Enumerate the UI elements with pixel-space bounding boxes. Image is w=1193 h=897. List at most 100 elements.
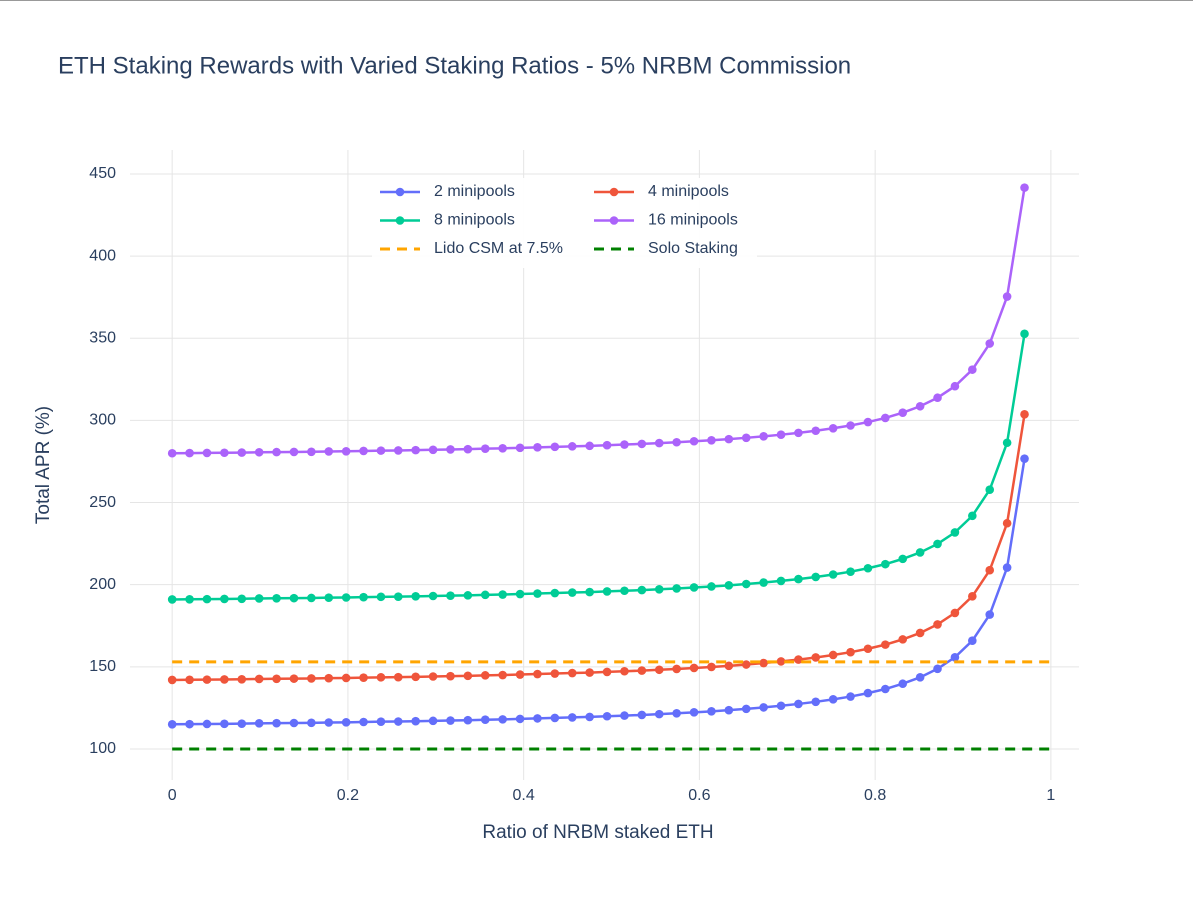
data-point xyxy=(933,539,942,549)
data-point xyxy=(707,662,716,672)
y-tick-label: 100 xyxy=(89,740,116,757)
data-point xyxy=(220,675,229,684)
data-point xyxy=(376,592,386,602)
y-tick-label: 450 xyxy=(89,165,116,182)
data-point xyxy=(307,674,316,683)
data-point xyxy=(167,675,177,685)
data-point xyxy=(272,674,281,684)
data-point xyxy=(968,592,977,601)
legend-label: 8 minipools xyxy=(434,212,515,229)
data-point xyxy=(1002,563,1012,572)
data-point xyxy=(863,644,873,654)
data-point xyxy=(672,437,681,447)
data-point xyxy=(376,446,386,455)
data-point xyxy=(185,675,194,685)
data-point xyxy=(1002,518,1012,528)
data-point xyxy=(289,718,299,728)
data-point xyxy=(915,401,925,411)
data-point xyxy=(376,673,386,682)
data-point xyxy=(307,718,316,728)
data-point xyxy=(359,592,368,602)
data-point xyxy=(759,432,768,441)
data-point xyxy=(341,718,351,727)
data-point xyxy=(811,572,821,582)
y-axis-title: Total APR (%) xyxy=(33,406,54,524)
data-point xyxy=(811,426,821,436)
data-point xyxy=(254,447,264,457)
data-point xyxy=(289,593,299,603)
data-point xyxy=(898,408,908,417)
data-point xyxy=(341,446,351,456)
data-point xyxy=(167,595,177,604)
data-point xyxy=(985,565,995,575)
data-point xyxy=(254,594,264,603)
data-point xyxy=(567,588,577,597)
data-point xyxy=(393,672,403,682)
data-point xyxy=(272,718,281,728)
data-point xyxy=(620,586,629,596)
data-point xyxy=(654,438,664,448)
data-point xyxy=(985,610,995,619)
data-point xyxy=(968,636,977,645)
data-point xyxy=(428,672,438,681)
data-point xyxy=(463,591,473,600)
data-point xyxy=(602,711,612,721)
data-point xyxy=(1020,329,1029,339)
data-point xyxy=(237,719,247,728)
data-point xyxy=(480,590,490,600)
data-point xyxy=(968,511,977,521)
data-point xyxy=(185,719,194,729)
data-point xyxy=(1002,292,1012,301)
data-point xyxy=(1020,410,1029,419)
data-point xyxy=(985,339,995,348)
data-point xyxy=(689,436,699,446)
data-point xyxy=(167,448,177,458)
data-point xyxy=(689,708,699,717)
data-point xyxy=(794,574,803,584)
data-point xyxy=(341,593,351,602)
data-point xyxy=(759,658,768,668)
data-point xyxy=(515,670,525,679)
data-point xyxy=(898,679,908,689)
data-point xyxy=(602,667,612,677)
x-tick-label: 0.6 xyxy=(688,787,710,804)
data-point xyxy=(828,570,838,579)
data-point xyxy=(846,567,855,576)
data-point xyxy=(220,448,229,458)
data-point xyxy=(411,672,420,682)
data-point xyxy=(202,719,212,729)
data-point xyxy=(741,704,751,714)
data-point xyxy=(202,594,212,604)
data-point xyxy=(759,578,768,587)
data-point xyxy=(567,713,577,722)
data-point xyxy=(411,716,420,726)
data-point xyxy=(863,417,873,427)
data-point xyxy=(550,713,560,723)
data-point xyxy=(585,668,594,677)
data-point xyxy=(811,653,821,662)
data-point xyxy=(585,441,594,451)
data-point xyxy=(828,650,838,660)
data-point xyxy=(620,711,629,720)
data-point xyxy=(272,594,281,603)
data-point xyxy=(915,548,925,557)
legend-marker xyxy=(395,187,405,197)
x-tick-label: 0.2 xyxy=(337,787,359,804)
data-point xyxy=(881,684,890,694)
data-point xyxy=(898,554,908,564)
data-point xyxy=(515,589,525,599)
data-point xyxy=(446,716,455,725)
data-point xyxy=(620,666,629,676)
data-point xyxy=(185,448,194,458)
data-point xyxy=(794,655,803,664)
legend: 2 minipools 4 minipools 8 minipools 16 mini… xyxy=(372,178,757,268)
data-point xyxy=(220,719,229,729)
data-point xyxy=(393,446,403,455)
data-point xyxy=(950,608,960,618)
data-point xyxy=(950,528,960,537)
data-point xyxy=(898,635,908,644)
data-point xyxy=(828,695,838,704)
data-point xyxy=(359,673,368,682)
data-point xyxy=(585,712,594,722)
legend-marker xyxy=(609,187,619,197)
